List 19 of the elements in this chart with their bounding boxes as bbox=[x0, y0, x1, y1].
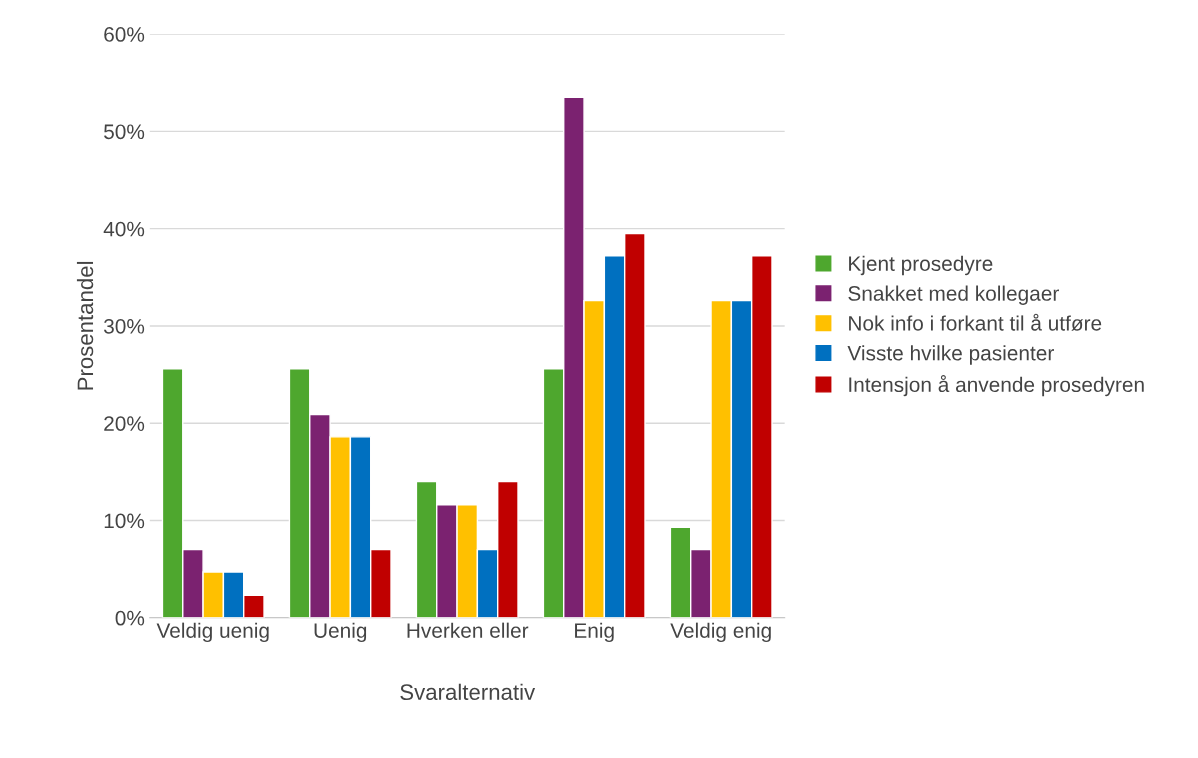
x-tick-label: Hverken eller bbox=[407, 622, 529, 638]
y-axis-title: Prosentandel bbox=[76, 261, 94, 390]
y-tick-label: 10% bbox=[104, 513, 145, 529]
y-tick-label: 30% bbox=[103, 318, 145, 334]
x-tick-label: Uenig bbox=[314, 622, 367, 643]
y-tick-label: 40% bbox=[103, 221, 145, 237]
x-axis-title: Svaralternativ bbox=[400, 683, 536, 701]
legend-label: Intensjon å anvende prosedyren bbox=[849, 375, 1144, 397]
legend-label: Kjent prosedyre bbox=[849, 255, 993, 276]
x-tick-label: Veldig enig bbox=[670, 622, 771, 643]
legend-label: Visste hvilke pasienter bbox=[847, 345, 1054, 365]
y-tick-label: 50% bbox=[104, 124, 145, 140]
legend-label: Nok info i forkant til å utføre bbox=[849, 313, 1102, 331]
y-tick-label: 20% bbox=[104, 416, 145, 431]
y-tick-label: 60% bbox=[104, 27, 145, 42]
x-tick-label: Veldig uenig bbox=[156, 622, 269, 643]
legend-label: Snakket med kollegaer bbox=[848, 285, 1059, 305]
y-tick-label: 0% bbox=[115, 610, 145, 626]
x-tick-label: Enig bbox=[575, 622, 614, 643]
